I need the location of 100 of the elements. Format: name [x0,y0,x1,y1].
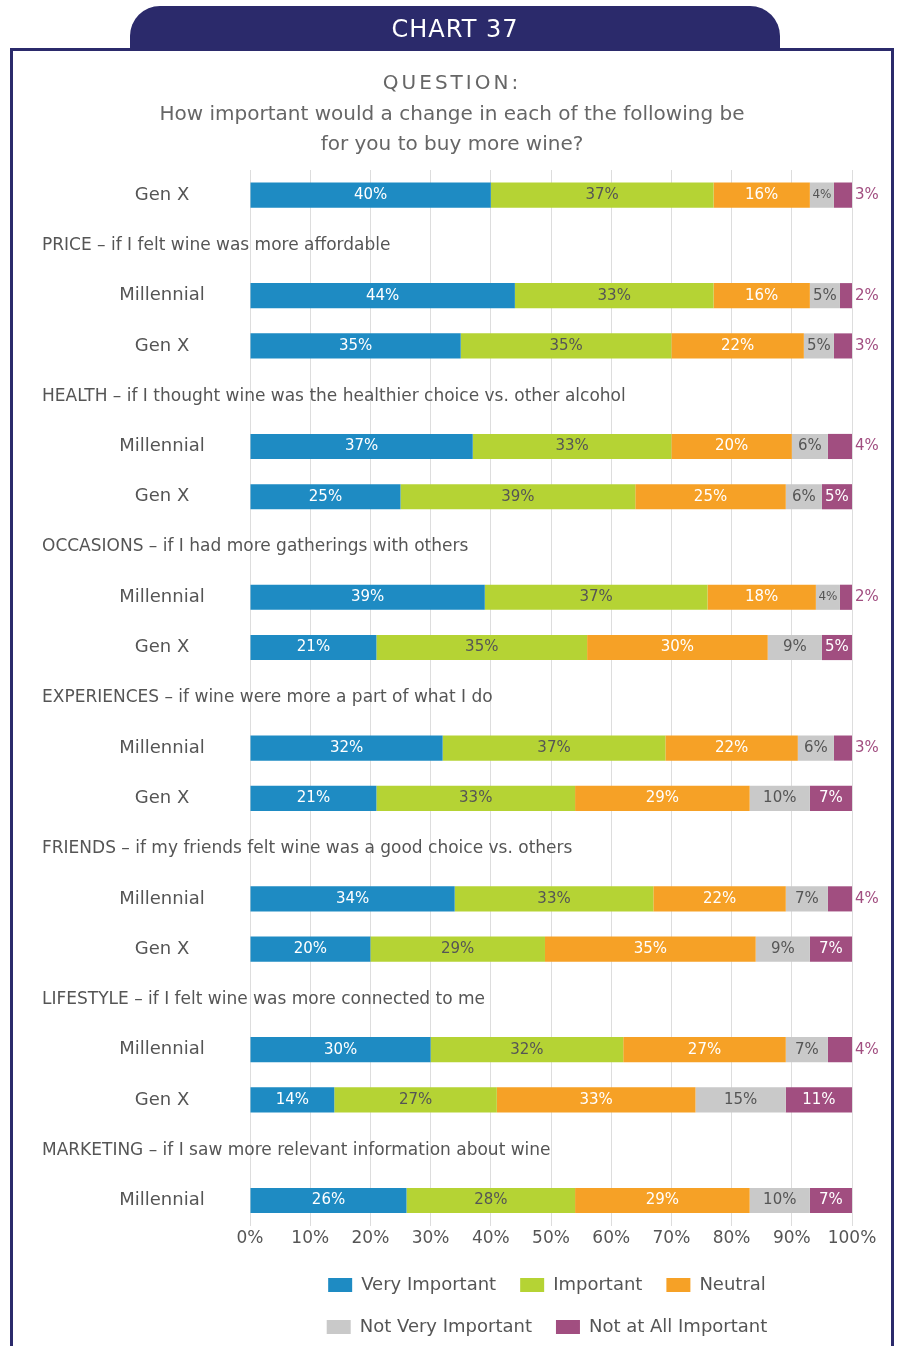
bar [376,634,588,661]
annotation: FRIENDS – if my friends felt wine was a good choice vs. others [42,837,573,858]
bar [454,886,654,912]
bar [442,735,666,761]
bar [334,1087,497,1113]
bar [544,936,756,962]
data-label: 16% [745,285,779,304]
data-label: 2% [855,587,879,606]
bar [250,936,371,962]
data-label: 35% [633,939,667,958]
data-label: 33% [537,888,571,907]
bar [250,584,485,610]
data-label: 39% [501,486,535,505]
y-tick-label: Millennial [119,1188,205,1210]
bar [514,283,714,309]
data-label: 10% [763,788,797,807]
annotation: HEALTH – if I thought wine was the healthier choice vs. other alcohol [42,384,626,405]
legend-label: Very Important [361,1272,497,1294]
data-label: 4% [855,888,879,907]
data-label: 35% [338,335,373,354]
y-tick-label: Millennial [119,584,205,606]
data-label: 29% [441,939,475,958]
bar [250,433,473,460]
y-tick-label: Millennial [119,735,205,757]
data-label: 37% [585,185,619,204]
data-label: 7% [819,939,843,958]
bar [839,584,852,610]
x-tick-label: 50% [532,1227,570,1248]
data-label: 4% [818,589,838,604]
data-label: 9% [782,637,807,656]
y-tick-label: Gen X [134,786,190,808]
bar [460,333,672,359]
data-label: 16% [745,185,779,204]
bar [671,333,804,359]
x-tick-label: 90% [772,1227,811,1248]
x-tick-label: 70% [652,1227,691,1248]
x-tick-label: 80% [712,1227,751,1248]
data-label: 32% [510,1039,544,1058]
data-label: 6% [791,486,816,505]
data-label: 37% [537,737,571,756]
legend-label: Not Very Important [359,1314,532,1336]
data-label: 29% [645,788,680,807]
bar [250,1087,335,1113]
bar [400,484,636,510]
data-label: 18% [745,587,779,606]
bar [575,1187,750,1214]
data-label: 22% [714,737,749,756]
bar [250,1187,407,1214]
data-label: 33% [597,285,631,304]
data-label: 3% [855,335,879,354]
bar [827,433,852,460]
y-tick-label: Millennial [119,1037,205,1059]
y-tick-label: Millennial [119,434,205,456]
legend-label: Important [553,1272,643,1294]
y-tick-label: Gen X [134,182,190,204]
bar [827,1037,852,1063]
data-label: 10% [763,1190,797,1209]
bar [713,283,810,309]
bar [587,634,768,661]
data-label: 15% [723,1089,758,1108]
bar [635,484,786,510]
y-tick-label: Millennial [119,283,205,305]
data-label: 4% [855,1039,879,1058]
data-label: 6% [797,436,822,455]
bar [484,584,708,610]
data-label: 33% [459,788,493,807]
data-label: 20% [714,436,749,455]
bar [839,283,852,309]
data-label: 7% [819,788,843,807]
bar [575,785,750,811]
bar [430,1037,624,1063]
bar [250,1037,431,1063]
data-label: 7% [794,1039,819,1058]
data-label: 4% [812,187,832,202]
x-tick-label: 10% [291,1227,330,1248]
y-tick-label: Gen X [134,635,190,657]
bar [833,735,852,761]
data-label: 35% [465,637,499,656]
y-tick-label: Gen X [134,936,190,958]
bar [472,433,672,460]
x-tick-label: 40% [471,1227,510,1248]
y-tick-label: Gen X [134,1087,190,1109]
data-label: 37% [344,436,379,455]
annotation: PRICE – if I felt wine was more affordable [42,233,391,254]
bar [695,1087,786,1113]
data-label: 2% [855,285,879,304]
data-label: 14% [275,1089,310,1108]
data-label: 27% [687,1039,722,1058]
bar [707,584,816,610]
bar [406,1187,576,1214]
bar [490,182,714,208]
data-label: 4% [855,436,879,455]
data-label: 22% [702,888,737,907]
data-label: 25% [308,486,343,505]
data-label: 30% [660,637,695,656]
y-tick-label: Gen X [134,333,190,355]
data-label: 35% [549,335,583,354]
annotation: OCCASIONS – if I had more gatherings with others [42,535,469,556]
data-label: 5% [813,285,837,304]
bar [833,333,852,359]
